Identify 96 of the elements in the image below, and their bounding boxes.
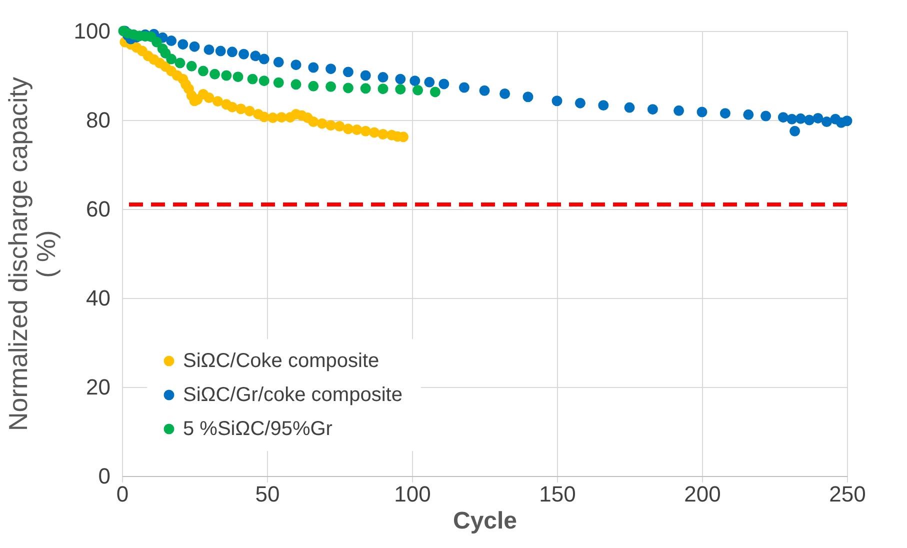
point [430, 86, 440, 98]
y-tick-label: 80 [86, 108, 110, 132]
point [186, 60, 197, 72]
point [479, 85, 490, 96]
point [369, 127, 380, 138]
point [790, 126, 800, 136]
point [166, 36, 177, 46]
point [326, 120, 336, 131]
point [647, 104, 658, 115]
point [326, 81, 336, 92]
point [221, 70, 232, 81]
point [258, 76, 270, 86]
point [268, 112, 278, 124]
point [624, 102, 635, 113]
point [273, 56, 284, 68]
point [342, 66, 354, 78]
legend-label: 5 %SiΩC/95%Gr [183, 418, 333, 440]
x-tick-label: 0 [116, 482, 129, 506]
y-tick-label: 40 [86, 286, 110, 310]
point [438, 78, 450, 90]
point [210, 68, 220, 80]
point [152, 36, 162, 48]
point [522, 92, 534, 102]
point [720, 108, 730, 119]
point [378, 84, 388, 94]
point [308, 80, 319, 92]
point [204, 92, 214, 103]
point [334, 120, 345, 132]
x-tick-label: 200 [684, 482, 721, 506]
point [795, 113, 806, 124]
point [360, 70, 371, 81]
point [760, 110, 772, 122]
point [212, 96, 223, 107]
x-tick-label: 250 [829, 482, 866, 506]
point [360, 126, 371, 136]
x-tick-label: 150 [539, 482, 576, 506]
point [204, 44, 214, 55]
legend-label: SiΩC/Coke composite [183, 350, 380, 372]
point [410, 76, 420, 86]
point [552, 96, 562, 106]
point [458, 82, 470, 93]
legend-label: SiΩC/Gr/coke composite [183, 384, 402, 406]
point [308, 116, 319, 128]
point [189, 41, 200, 52]
point [290, 60, 302, 70]
point [250, 50, 261, 62]
y-tick-label: 100 [74, 18, 110, 44]
point [812, 112, 824, 124]
point [743, 109, 754, 120]
point [226, 46, 238, 58]
point [316, 118, 328, 129]
point [360, 83, 371, 94]
point [236, 104, 246, 114]
point [424, 76, 435, 88]
point [378, 129, 388, 140]
point [342, 124, 354, 134]
y-tick-label: 20 [86, 374, 110, 400]
y-tick-label: 60 [86, 196, 110, 222]
point [500, 88, 510, 99]
point [804, 114, 815, 126]
x-axis-title: Cycle [452, 508, 518, 534]
point [174, 58, 186, 68]
point [232, 72, 244, 82]
point [273, 77, 284, 88]
point [395, 84, 406, 95]
point [247, 74, 258, 84]
point [290, 79, 302, 90]
point [696, 106, 708, 118]
point [395, 74, 406, 84]
x-tick-label: 50 [255, 482, 280, 506]
point [352, 124, 362, 136]
point [342, 82, 354, 94]
point [276, 112, 287, 123]
point [258, 112, 270, 122]
x-tick-label: 100 [394, 482, 431, 506]
y-tick-label: 0 [98, 464, 110, 488]
point [244, 106, 255, 116]
point [226, 102, 238, 112]
y-axis-title: Normalized discharge capacity ( %) [2, 76, 61, 432]
point [786, 114, 798, 124]
point [258, 54, 270, 64]
point [598, 100, 609, 111]
point [821, 116, 832, 128]
point [215, 46, 226, 56]
point [574, 98, 586, 108]
point [412, 84, 424, 96]
point [198, 66, 208, 76]
point [308, 62, 319, 73]
point [326, 64, 336, 74]
point [842, 116, 852, 126]
point [778, 112, 788, 123]
point [238, 48, 250, 60]
point [178, 39, 188, 50]
point [166, 54, 177, 64]
point [674, 105, 684, 116]
point [378, 72, 388, 83]
